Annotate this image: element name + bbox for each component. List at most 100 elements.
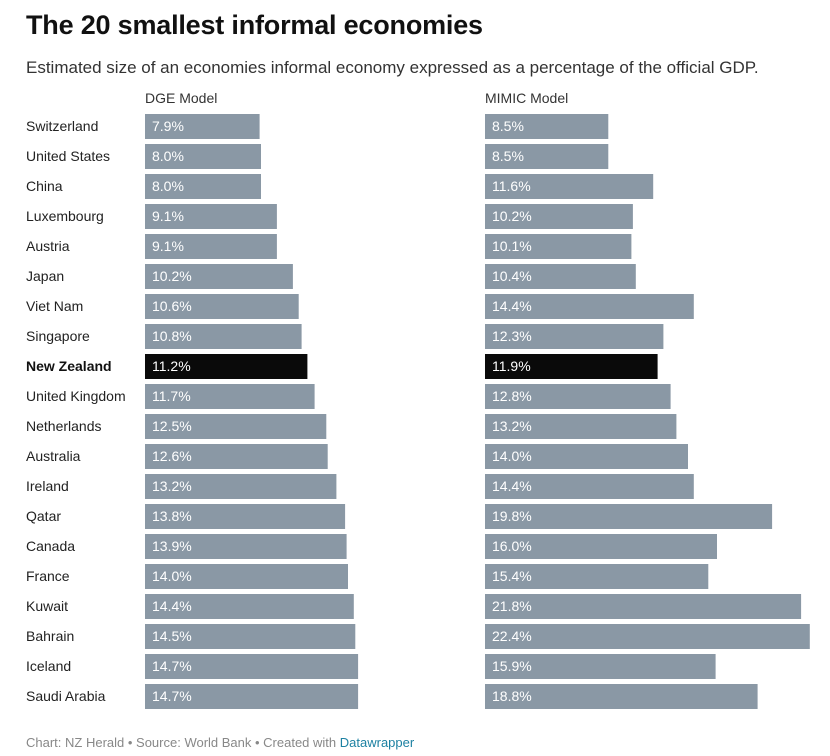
bar-dge: [145, 234, 277, 259]
bar-value-label: 10.2%: [492, 208, 532, 224]
country-label: Iceland: [26, 658, 71, 674]
bar-value-label: 12.5%: [152, 418, 192, 434]
bar-dge: [145, 204, 277, 229]
bar-dge: [145, 354, 308, 379]
country-label: Kuwait: [26, 598, 68, 614]
bar-dge: [145, 654, 359, 679]
bar-mimic: [485, 564, 709, 589]
bar-value-label: 16.0%: [492, 538, 532, 554]
bar-value-label: 10.2%: [152, 268, 192, 284]
country-label: Australia: [26, 448, 81, 464]
bar-mimic: [485, 324, 664, 349]
bar-mimic: [485, 684, 758, 709]
bar-value-label: 15.4%: [492, 568, 532, 584]
bar-mimic: [485, 594, 802, 619]
series-label-dge: DGE Model: [145, 90, 218, 106]
country-label: Qatar: [26, 508, 61, 524]
bar-dge: [145, 324, 302, 349]
country-label: China: [26, 178, 63, 194]
country-label: New Zealand: [26, 358, 112, 374]
bar-mimic: [485, 354, 658, 379]
bar-dge: [145, 144, 261, 169]
bar-dge: [145, 384, 315, 409]
bar-value-label: 7.9%: [152, 118, 184, 134]
bar-value-label: 8.0%: [152, 148, 184, 164]
bar-value-label: 12.3%: [492, 328, 532, 344]
country-label: Singapore: [26, 328, 90, 344]
country-label: Japan: [26, 268, 64, 284]
chart-subtitle: Estimated size of an economies informal …: [26, 58, 759, 77]
bar-value-label: 14.7%: [152, 688, 192, 704]
bar-value-label: 14.4%: [492, 478, 532, 494]
country-label: France: [26, 568, 70, 584]
bar-mimic: [485, 384, 671, 409]
bar-value-label: 14.0%: [152, 568, 192, 584]
bar-value-label: 10.8%: [152, 328, 192, 344]
bar-mimic: [485, 204, 633, 229]
bar-dge: [145, 264, 293, 289]
bar-mimic: [485, 444, 688, 469]
series-label-mimic: MIMIC Model: [485, 90, 569, 106]
bar-value-label: 8.0%: [152, 178, 184, 194]
chart-footer: Chart: NZ Herald • Source: World Bank • …: [26, 735, 414, 750]
bar-mimic: [485, 504, 773, 529]
bar-value-label: 11.6%: [492, 178, 531, 194]
bar-value-label: 11.2%: [152, 358, 191, 374]
bar-dge: [145, 294, 299, 319]
bar-value-label: 9.1%: [152, 208, 184, 224]
bar-value-label: 21.8%: [492, 598, 532, 614]
bar-value-label: 13.8%: [152, 508, 192, 524]
bar-dge: [145, 474, 337, 499]
bar-value-label: 10.1%: [492, 238, 532, 254]
bar-dge: [145, 414, 327, 439]
country-label: Austria: [26, 238, 70, 254]
bar-mimic: [485, 294, 694, 319]
bar-dge: [145, 114, 260, 139]
bar-value-label: 12.6%: [152, 448, 192, 464]
country-label: Netherlands: [26, 418, 102, 434]
country-label: Ireland: [26, 478, 69, 494]
bar-mimic: [485, 654, 716, 679]
bar-value-label: 8.5%: [492, 118, 524, 134]
bar-value-label: 10.6%: [152, 298, 192, 314]
bar-value-label: 11.7%: [152, 388, 191, 404]
country-label: Canada: [26, 538, 75, 554]
chart-title: The 20 smallest informal economies: [26, 10, 483, 40]
footer-credits: Chart: NZ Herald • Source: World Bank • …: [26, 735, 340, 750]
bar-value-label: 10.4%: [492, 268, 532, 284]
bar-dge: [145, 444, 328, 469]
bar-dge: [145, 684, 359, 709]
bar-mimic: [485, 234, 632, 259]
bar-value-label: 8.5%: [492, 148, 524, 164]
bar-mimic: [485, 624, 810, 649]
bar-mimic: [485, 114, 609, 139]
country-label: United Kingdom: [26, 388, 126, 404]
bar-value-label: 13.9%: [152, 538, 192, 554]
datawrapper-link[interactable]: Datawrapper: [339, 735, 415, 750]
bar-dge: [145, 174, 261, 199]
bar-value-label: 14.4%: [492, 298, 532, 314]
bar-value-label: 14.7%: [152, 658, 192, 674]
bar-chart: Switzerland 7.9% 8.5% United States 8.0% 8.5%…: [26, 114, 810, 709]
bar-value-label: 14.0%: [492, 448, 532, 464]
bar-value-label: 19.8%: [492, 508, 532, 524]
bar-value-label: 12.8%: [492, 388, 532, 404]
bar-mimic: [485, 144, 609, 169]
country-label: Bahrain: [26, 628, 74, 644]
bar-dge: [145, 504, 346, 529]
country-label: Saudi Arabia: [26, 688, 106, 704]
bar-mimic: [485, 534, 717, 559]
country-label: United States: [26, 148, 110, 164]
bar-dge: [145, 624, 356, 649]
bar-mimic: [485, 414, 677, 439]
bar-value-label: 15.9%: [492, 658, 532, 674]
bar-mimic: [485, 264, 636, 289]
bar-mimic: [485, 474, 694, 499]
bar-dge: [145, 534, 347, 559]
bar-value-label: 9.1%: [152, 238, 184, 254]
bar-value-label: 13.2%: [152, 478, 192, 494]
bar-value-label: 11.9%: [492, 358, 531, 374]
bar-value-label: 14.5%: [152, 628, 192, 644]
bar-value-label: 13.2%: [492, 418, 532, 434]
bar-mimic: [485, 174, 654, 199]
